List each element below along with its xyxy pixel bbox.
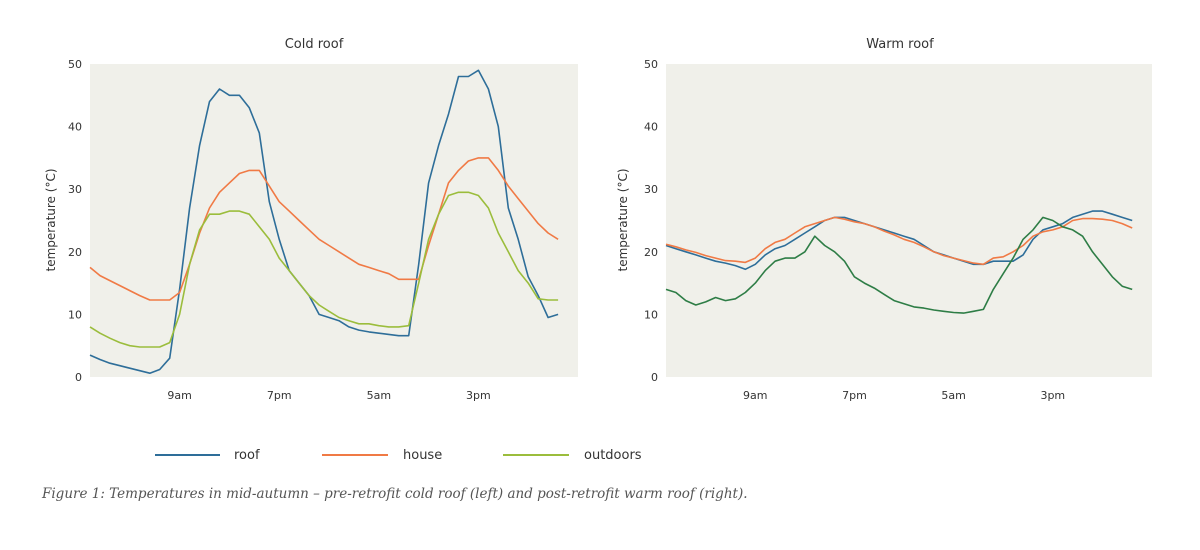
y-tick-label: 20 [644, 246, 658, 259]
y-tick-label: 0 [651, 371, 658, 384]
x-tick-label: 9am [743, 389, 767, 402]
cold-roof-chart: Cold roof temperature (°C) 0 10 20 30 40 50 9… [44, 37, 578, 402]
y-tick-label: 30 [644, 183, 658, 196]
legend: roof house outdoors [155, 448, 642, 463]
x-tick-label: 5am [367, 389, 391, 402]
x-tick-label: 7pm [267, 389, 292, 402]
y-tick-label: 20 [68, 246, 82, 259]
chart-title: Cold roof [285, 37, 344, 52]
y-tick-label: 40 [644, 121, 658, 134]
chart-title: Warm roof [866, 37, 934, 52]
y-tick-label: 40 [68, 121, 82, 134]
x-tick-label: 9am [167, 389, 191, 402]
y-tick-label: 10 [644, 308, 658, 321]
y-axis-label: temperature (°C) [44, 169, 58, 272]
x-tick-labels: 9am 7pm 5am 3pm [743, 389, 1065, 402]
y-tick-label: 30 [68, 183, 82, 196]
x-tick-label: 7pm [842, 389, 867, 402]
y-tick-label: 50 [68, 58, 82, 71]
y-tick-label: 50 [644, 58, 658, 71]
y-axis-label: temperature (°C) [616, 169, 630, 272]
warm-roof-chart: Warm roof temperature (°C) 0 10 20 30 40 50 9… [616, 37, 1152, 402]
y-tick-label: 0 [75, 371, 82, 384]
x-tick-labels: 9am 7pm 5am 3pm [167, 389, 490, 402]
legend-label-house: house [403, 448, 442, 463]
legend-label-roof: roof [234, 448, 260, 463]
y-tick-labels: 0 10 20 30 40 50 [68, 58, 82, 384]
y-tick-label: 10 [68, 308, 82, 321]
x-tick-label: 3pm [466, 389, 491, 402]
y-tick-labels: 0 10 20 30 40 50 [644, 58, 658, 384]
legend-label-outdoors: outdoors [584, 448, 642, 463]
x-tick-label: 5am [941, 389, 965, 402]
x-tick-label: 3pm [1040, 389, 1065, 402]
plot-area [90, 64, 578, 377]
plot-area [666, 64, 1152, 377]
figure-caption: Figure 1: Temperatures in mid-autumn – p… [42, 486, 748, 502]
